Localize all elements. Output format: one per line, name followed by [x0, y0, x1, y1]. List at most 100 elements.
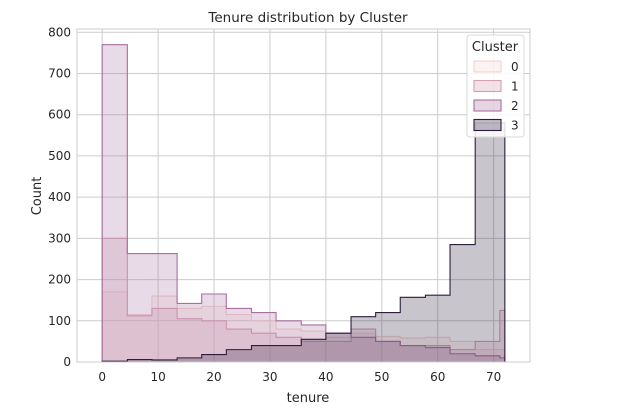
bar-cluster-2 [251, 312, 277, 362]
bar-cluster-1 [450, 349, 476, 362]
bar-cluster-0 [226, 314, 252, 362]
bar-cluster-2 [102, 44, 128, 363]
bar-cluster-3 [499, 122, 505, 362]
legend-swatch-0 [473, 60, 502, 73]
x-tick-label: 60 [430, 370, 445, 384]
y-tick-label: 200 [48, 273, 71, 287]
bar-cluster-0 [351, 333, 376, 362]
bar-cluster-3 [276, 345, 302, 362]
y-tick-label: 0 [63, 355, 71, 369]
bar-cluster-3 [351, 316, 376, 362]
legend-swatch-1 [473, 79, 502, 93]
bar-cluster-3 [226, 349, 252, 362]
bar-cluster-1 [351, 329, 376, 362]
bar-cluster-2 [201, 293, 227, 362]
legend-swatch-3 [473, 118, 502, 132]
series-0 [101, 291, 506, 362]
bar-cluster-1 [375, 341, 401, 362]
bar-cluster-1 [276, 337, 302, 362]
bar-cluster-0 [499, 349, 505, 362]
y-tick-label: 800 [48, 25, 71, 39]
bar-cluster-0 [177, 308, 202, 362]
bar-cluster-2 [375, 341, 401, 362]
bar-cluster-1 [102, 238, 128, 362]
step-outline-cluster-0 [101, 291, 506, 362]
bar-cluster-2 [226, 308, 252, 362]
bar-cluster-3 [177, 357, 202, 362]
bar-cluster-3 [201, 354, 227, 362]
bar-cluster-0 [127, 314, 152, 362]
plot-background [77, 29, 530, 362]
bar-cluster-0 [251, 320, 277, 362]
x-tick-labels: 0 10 20 30 40 50 60 70 [98, 370, 501, 384]
bar-cluster-1 [151, 308, 178, 362]
bar-cluster-2 [351, 337, 376, 362]
y-tick-label: 300 [48, 231, 71, 245]
bar-cluster-2 [475, 355, 500, 362]
chart-title: Tenure distribution by Cluster [207, 10, 408, 26]
bar-cluster-1 [499, 310, 505, 362]
y-tick-labels: 0 100 200 300 400 500 600 700 800 [48, 25, 71, 369]
y-tick-label: 500 [48, 149, 71, 163]
bar-cluster-0 [375, 336, 401, 362]
series-3 [101, 122, 506, 362]
bar-cluster-2 [400, 345, 426, 362]
bar-cluster-2 [276, 320, 302, 362]
bar-cluster-1 [400, 345, 426, 362]
bar-cluster-3 [251, 345, 277, 362]
bar-cluster-2 [177, 303, 202, 362]
bar-cluster-3 [127, 359, 152, 362]
bar-cluster-2 [151, 253, 178, 362]
legend-swatch-2 [473, 99, 502, 112]
bar-cluster-0 [102, 291, 128, 362]
bar-cluster-3 [425, 295, 451, 362]
bar-cluster-3 [325, 333, 352, 362]
x-tick-label: 40 [318, 370, 333, 384]
x-tick-label: 0 [98, 370, 106, 384]
bar-cluster-0 [450, 341, 476, 362]
bar-cluster-2 [499, 357, 505, 362]
bar-cluster-1 [226, 329, 252, 362]
bar-cluster-3 [450, 244, 476, 362]
legend-label-1: 1 [511, 80, 519, 94]
x-tick-label: 20 [206, 370, 221, 384]
step-outline-cluster-3 [101, 122, 506, 362]
bar-cluster-0 [301, 331, 326, 362]
bar-cluster-1 [127, 315, 152, 362]
plot-frame [76, 28, 531, 363]
bar-cluster-3 [301, 339, 326, 362]
bar-cluster-1 [475, 341, 500, 362]
bar-cluster-1 [251, 333, 277, 362]
histogram-bars [101, 44, 506, 363]
x-tick-label: 10 [150, 370, 165, 384]
bar-cluster-1 [177, 318, 202, 362]
x-tick-label: 70 [486, 370, 501, 384]
x-tick-label: 50 [374, 370, 389, 384]
bar-cluster-1 [425, 345, 451, 362]
y-tick-label: 100 [48, 314, 71, 328]
x-axis-label: tenure [287, 391, 330, 406]
y-tick-label: 700 [48, 67, 71, 81]
bar-cluster-2 [127, 253, 152, 362]
bar-cluster-3 [475, 122, 500, 362]
legend-label-2: 2 [511, 99, 519, 113]
bar-cluster-3 [375, 312, 401, 362]
step-outline-cluster-2 [101, 44, 506, 362]
legend-label-3: 3 [511, 119, 519, 133]
bar-cluster-0 [151, 296, 178, 362]
series-2 [101, 44, 506, 363]
y-tick-label: 400 [48, 190, 71, 204]
legend: Cluster 0 1 2 3 [466, 34, 525, 138]
bar-cluster-2 [325, 333, 352, 362]
x-tick-label: 30 [262, 370, 277, 384]
bar-cluster-2 [301, 324, 326, 362]
bar-cluster-1 [301, 341, 326, 362]
legend-label-0: 0 [511, 60, 519, 74]
bar-cluster-3 [151, 359, 178, 362]
bar-cluster-1 [325, 341, 352, 362]
bar-cluster-0 [425, 337, 451, 362]
bar-cluster-0 [400, 338, 426, 362]
bar-cluster-3 [400, 297, 426, 362]
series-1 [101, 237, 506, 362]
